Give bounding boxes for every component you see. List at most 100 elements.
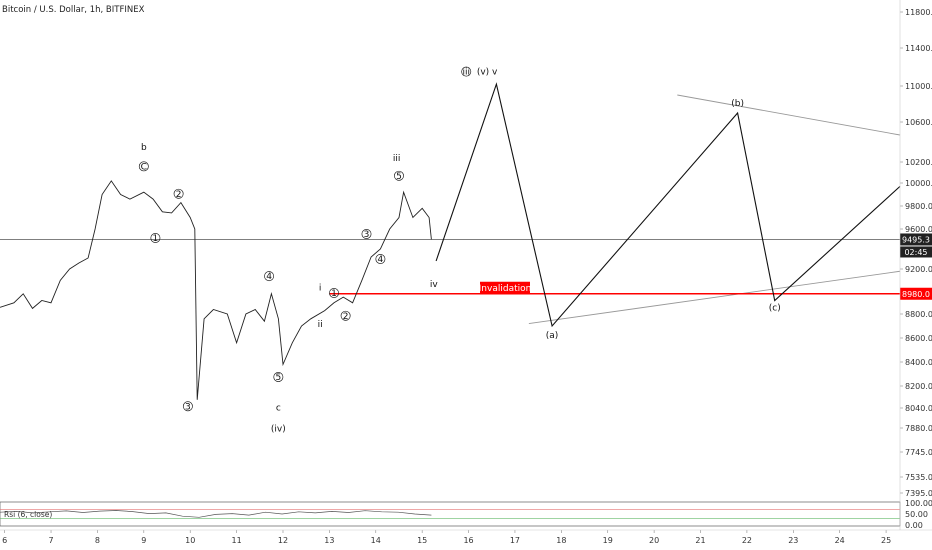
y-tick-label: 11000.0 — [905, 82, 932, 91]
wave-label-circle — [173, 188, 184, 199]
rsi-pane-bg — [0, 501, 901, 527]
trendlines — [528, 94, 901, 325]
wave-label-circle — [138, 161, 149, 172]
wave-label-circle — [375, 254, 386, 264]
invalidation-tag-bg — [480, 281, 530, 294]
y-tick-label: 7395.0 — [905, 489, 932, 498]
wave-label-circle — [150, 233, 161, 243]
x-tick-label: 20 — [649, 536, 659, 545]
y-tick-label: 11800.0 — [905, 8, 932, 17]
x-tick-label: 12 — [278, 536, 288, 545]
wave-label-circle — [264, 271, 275, 282]
y-tick-label: 10600.0 — [905, 118, 932, 127]
y-tick-label: 7880.0 — [905, 424, 932, 433]
rsi-tick-label: 50.00 — [905, 510, 928, 519]
wave-label: b — [141, 143, 147, 153]
wave-label: 2 — [343, 312, 349, 322]
wave-label-circle — [329, 288, 339, 298]
x-tick-label: 18 — [556, 536, 566, 545]
y-tick-label: 9200.0 — [905, 265, 932, 274]
invalidation-price-tag: 8980.0 — [900, 287, 932, 300]
current-price-tag: 9495.3 02:45 — [900, 233, 932, 258]
x-tick-label: 13 — [324, 536, 334, 545]
rsi-tick-label: 0.00 — [905, 521, 923, 530]
rsi-axis: 100.00 50.00 0.00 — [905, 499, 932, 530]
y-axis: 11800.0 11400.0 11000.0 10600.0 10200.0 10000… — [900, 8, 932, 498]
y-tick-label: 11400.0 — [905, 44, 932, 53]
x-tick-label: 17 — [510, 536, 520, 545]
x-tick-label: 14 — [371, 536, 381, 545]
wave-label: (iv) — [271, 425, 286, 435]
x-tick-label: 11 — [232, 536, 242, 545]
x-tick-label: 21 — [695, 536, 705, 545]
wave-label: iii — [393, 154, 401, 164]
y-tick-label: 8600.0 — [905, 334, 932, 343]
price-series — [0, 180, 432, 400]
wave-label: 5 — [396, 172, 402, 182]
rsi-tick-label: 100.00 — [905, 499, 932, 508]
projection-series — [435, 82, 901, 328]
wave-label: C — [141, 162, 147, 172]
wave-label: (b) — [731, 99, 744, 109]
wave-label: iv — [430, 280, 439, 290]
x-tick-label: 6 — [2, 536, 7, 545]
wave-label-circle — [273, 372, 284, 382]
countdown-label: 02:45 — [904, 248, 927, 257]
y-tick-label: 9600.0 — [905, 225, 932, 234]
wave-label: 3 — [364, 230, 370, 240]
plot-area — [0, 0, 900, 500]
wave-label: ii — [318, 320, 323, 330]
current-price-label: 9495.3 — [902, 235, 930, 244]
wave-label: c — [276, 404, 281, 414]
wave-label: i — [319, 283, 322, 293]
wave-label-circle — [340, 310, 351, 321]
invalidation-price-tag-bg — [900, 287, 932, 300]
x-axis: 6 7 8 9 10 11 12 13 14 15 16 17 18 19 20 21 22 23 24 25 — [2, 530, 891, 545]
wave-label: 3 — [185, 402, 191, 412]
wave-label: 1 — [153, 234, 159, 244]
invalidation-price-label: 8980.0 — [902, 290, 930, 299]
trendline — [528, 270, 901, 325]
wave-label: 4 — [378, 255, 384, 265]
x-tick-label: 16 — [463, 536, 473, 545]
wave-label-circle — [182, 401, 193, 412]
y-tick-label: 8800.0 — [905, 310, 932, 319]
x-tick-label: 7 — [48, 536, 53, 545]
y-tick-label: 8200.0 — [905, 382, 932, 391]
y-tick-label: 8400.0 — [905, 358, 932, 367]
wave-label-circle — [461, 66, 472, 77]
wave-label-circle — [394, 170, 404, 181]
wave-label-circle — [361, 229, 372, 239]
x-tick-label: 15 — [417, 536, 427, 545]
x-tick-label: 10 — [185, 536, 195, 545]
y-tick-label: 7745.0 — [905, 448, 932, 457]
chart-title: Bitcoin / U.S. Dollar, 1h, BITFINEX — [2, 5, 145, 15]
invalidation-tag: Invalidation — [479, 281, 532, 294]
x-tick-label: 25 — [881, 536, 891, 545]
wave-label: 4 — [266, 272, 272, 282]
x-tick-label: 9 — [141, 536, 146, 545]
invalidation-label: Invalidation — [479, 284, 532, 294]
wave-label: 2 — [176, 190, 182, 200]
rsi-series — [0, 510, 432, 518]
trendline — [677, 94, 901, 136]
x-tick-label: 23 — [788, 536, 798, 545]
wave-label: (v) v — [477, 68, 498, 78]
rsi-label: Rsi (6, close) — [4, 510, 52, 519]
current-price-tag-bg — [900, 233, 932, 246]
countdown-tag-bg — [900, 246, 932, 258]
wave-label: iii — [462, 68, 470, 78]
wave-label: (a) — [546, 331, 559, 341]
x-tick-label: 24 — [835, 536, 845, 545]
wave-label: 1 — [331, 289, 337, 299]
rsi-pane: Rsi (6, close) 100.00 50.00 0.00 — [0, 499, 932, 530]
y-tick-label: 8040.0 — [905, 404, 932, 413]
x-tick-label: 19 — [603, 536, 613, 545]
y-tick-label: 9800.0 — [905, 202, 932, 211]
x-tick-label: 22 — [742, 536, 752, 545]
wave-label: 5 — [275, 373, 281, 383]
y-tick-label: 7535.0 — [905, 473, 932, 482]
y-tick-label: 10200.0 — [905, 158, 932, 167]
